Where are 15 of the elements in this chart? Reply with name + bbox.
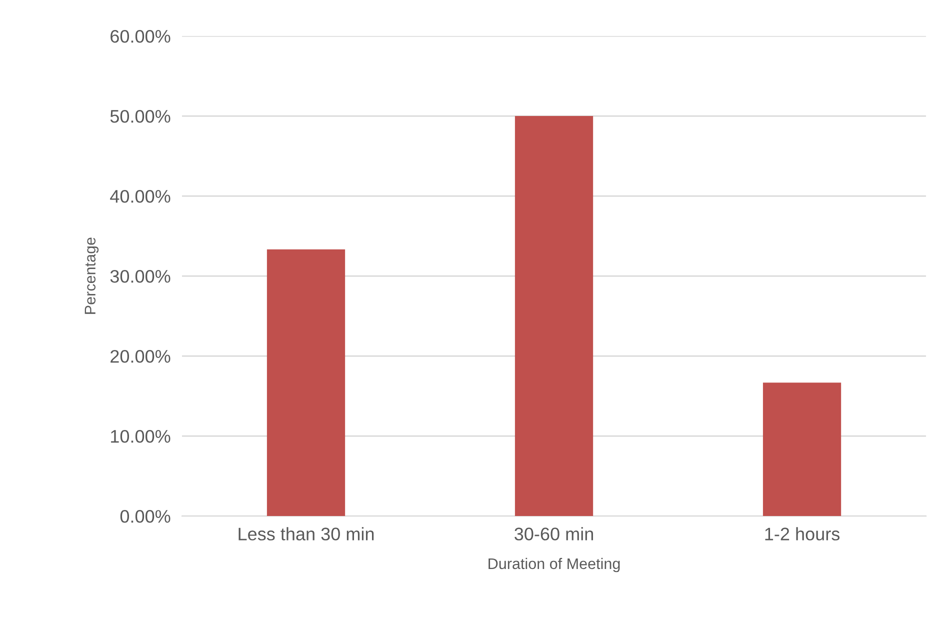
y-tick-label: 60.00% xyxy=(110,30,170,43)
x-tick-label: 1-2 hours xyxy=(765,527,840,540)
y-tick-label: 40.00% xyxy=(110,190,170,203)
y-tick-label: 50.00% xyxy=(110,110,170,123)
y-tick-label: 10.00% xyxy=(111,430,170,443)
y-tick-label: 20.00% xyxy=(110,350,170,363)
x-tick-label: 30-60 min xyxy=(514,527,593,540)
bar xyxy=(762,382,842,516)
bar xyxy=(514,116,594,516)
bar xyxy=(266,249,346,516)
y-axis-title: Percentage xyxy=(84,238,99,314)
y-tick-label: 30.00% xyxy=(110,270,170,283)
y-tick-label: 0.00% xyxy=(120,510,170,523)
x-axis-title: Duration of Meeting xyxy=(488,558,620,572)
x-tick-label: Less than 30 min xyxy=(238,527,374,540)
